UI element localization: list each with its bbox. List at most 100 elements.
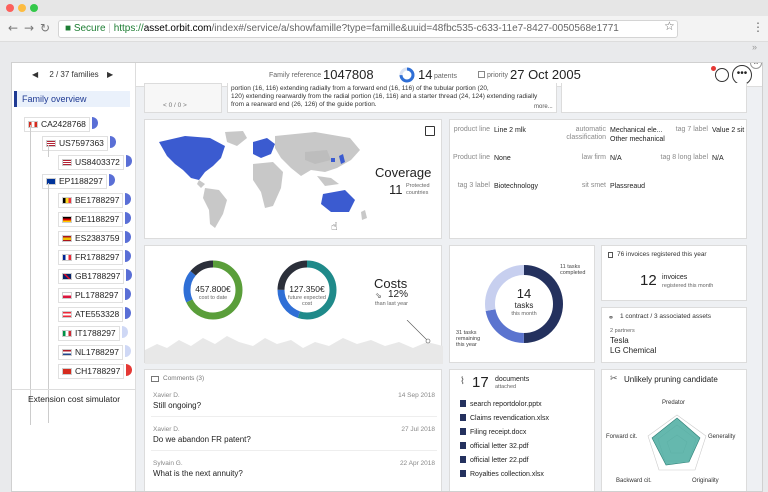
next-family-button[interactable]: ▶ — [107, 70, 114, 79]
pruning-card: ✂ Unlikely pruning candidate Predator Ge… — [601, 369, 747, 491]
tree-node-label: GB1788297 — [75, 271, 121, 281]
flag-us-icon — [62, 159, 72, 166]
status-pie-icon — [124, 345, 131, 357]
back-icon[interactable]: ← — [8, 21, 19, 35]
comment-text[interactable]: Do we abandon FR patent? — [153, 435, 251, 444]
abstract-pager[interactable]: < 0 / 0 > — [163, 102, 187, 109]
tree-node[interactable]: US7597363 — [42, 136, 116, 151]
expand-map-icon[interactable] — [425, 126, 435, 136]
status-pie-icon — [125, 155, 132, 167]
comment-text[interactable]: Still ongoing? — [153, 401, 202, 410]
abstract-text: portion (16, 116) extending radially fro… — [231, 85, 556, 109]
close-window-button[interactable] — [6, 4, 14, 12]
extension-cost-simulator-link[interactable]: Extension cost simulator — [12, 389, 136, 404]
flag-us-icon — [46, 140, 56, 147]
flag-gb-icon — [62, 273, 72, 280]
document-item[interactable]: official letter 32.pdf — [460, 442, 529, 450]
tree-node-label: DE1188297 — [75, 214, 120, 224]
flag-ca-icon — [28, 121, 38, 128]
tree-node[interactable]: PL1788297 — [58, 288, 131, 303]
document-name: official letter 22.pdf — [470, 457, 529, 464]
forward-icon[interactable]: → — [24, 21, 35, 35]
calendar-icon — [478, 71, 485, 78]
tree-node[interactable]: IT1788297 — [58, 326, 128, 341]
address-bar[interactable]: ■ Secure | https://asset.orbit.com/index… — [58, 20, 678, 38]
tag-label: product line — [453, 126, 490, 133]
document-item[interactable]: official letter 22.pdf — [460, 456, 529, 464]
documents-label1: documents — [495, 376, 530, 383]
donut-segment — [183, 260, 243, 320]
tree-node[interactable]: ES2383759 — [58, 231, 132, 246]
flag-de-icon — [62, 216, 72, 223]
maximize-window-button[interactable] — [30, 4, 38, 12]
file-icon — [460, 442, 466, 449]
document-item[interactable]: search reportdolor.pptx — [460, 400, 542, 408]
comment-text[interactable]: What is the next annuity? — [153, 469, 243, 478]
document-item[interactable]: Filing receipt.docx — [460, 428, 526, 436]
documents-count: 17 — [472, 374, 489, 391]
tree-node[interactable]: CA2428768 — [24, 117, 98, 132]
documents-label2: attached — [495, 384, 517, 390]
tree-node[interactable]: CH1788297 — [58, 364, 133, 379]
family-overview-link[interactable]: Family overview — [14, 91, 130, 107]
sidebar: ◀ 2 / 37 families ▶ Family overview CA24… — [12, 63, 136, 491]
tree-node[interactable]: US8403372 — [58, 155, 132, 170]
tasks-remaining-label: remaining — [456, 336, 481, 342]
bookmark-star-icon[interactable]: ☆ — [664, 19, 675, 33]
browser-menu-icon[interactable]: ⋮ — [752, 20, 764, 34]
tree-node[interactable]: GB1788297 — [58, 269, 133, 284]
document-item[interactable]: Claims revendication.xlsx — [460, 414, 549, 422]
tree-node-box: DE1188297 — [58, 212, 124, 227]
reload-icon[interactable]: ↻ — [40, 21, 51, 35]
flag-it-icon — [62, 330, 72, 337]
comment-icon — [151, 376, 159, 382]
flag-be-icon — [62, 197, 72, 204]
status-pie-icon — [91, 117, 98, 129]
tree-node[interactable]: ATE553328 — [58, 307, 132, 322]
abstract-line: 120) extending rearwardly from the radia… — [231, 93, 538, 100]
url-path: /index#/service/a/showfamille?type=famil… — [211, 23, 619, 34]
invoices-card: 76 invoices registered this year 12 invo… — [601, 245, 747, 301]
tree-node[interactable]: NL1788297 — [58, 345, 131, 360]
abstract-more-link[interactable]: more... — [534, 104, 553, 110]
tree-node-box: GB1788297 — [58, 269, 125, 284]
window-titlebar — [0, 0, 768, 16]
history-clock-icon[interactable] — [715, 68, 729, 82]
tasks-sub: this month — [511, 311, 537, 317]
tree-node[interactable]: FR1788297 — [58, 250, 132, 265]
tag-value: None — [494, 155, 511, 162]
tree-node-label: BE1788297 — [75, 195, 120, 205]
expand-chevron-icon[interactable]: » — [752, 42, 758, 52]
more-options-button[interactable]: ••• — [732, 65, 752, 85]
status-pie-icon — [121, 326, 128, 338]
tag-label: tag 7 label — [675, 126, 708, 133]
flag-at-icon — [62, 311, 72, 318]
patents-ring-icon — [399, 67, 415, 83]
radar-axis-generality: Generality — [708, 434, 736, 440]
tree-node-label: ES2383759 — [75, 233, 120, 243]
comments-title: Comments (3) — [163, 375, 205, 382]
document-item[interactable]: Royalties collection.xlsx — [460, 470, 544, 478]
radar-axis-backward-cit: Backward cit. — [616, 478, 652, 484]
tree-connector — [48, 183, 49, 423]
tree-node-box: ATE553328 — [58, 307, 124, 322]
scissors-icon: ✂ — [610, 374, 618, 384]
family-ref-value: 1047808 — [323, 67, 374, 82]
tree-node[interactable]: DE1188297 — [58, 212, 132, 227]
tree-node[interactable]: BE1788297 — [58, 193, 132, 208]
future-cost-donut — [277, 260, 337, 320]
partner-lg-chemical: LG Chemical — [610, 346, 657, 355]
comment-author: Sylvain G. — [153, 460, 183, 467]
tree-node-label: PL1788297 — [75, 290, 119, 300]
future-cost-value: 127.350€ — [289, 284, 325, 294]
prev-family-button[interactable]: ◀ — [32, 70, 39, 79]
tasks-count: 14 — [516, 286, 532, 301]
invoice-icon — [608, 252, 613, 258]
coverage-sub2: countries — [406, 190, 429, 196]
tasks-donut — [485, 265, 563, 343]
tasks-remaining-period: this year — [456, 342, 477, 348]
minimize-window-button[interactable] — [18, 4, 26, 12]
tree-node-label: ATE553328 — [75, 309, 120, 319]
document-name: Claims revendication.xlsx — [470, 415, 549, 422]
tree-node[interactable]: EP1188297 — [42, 174, 115, 189]
